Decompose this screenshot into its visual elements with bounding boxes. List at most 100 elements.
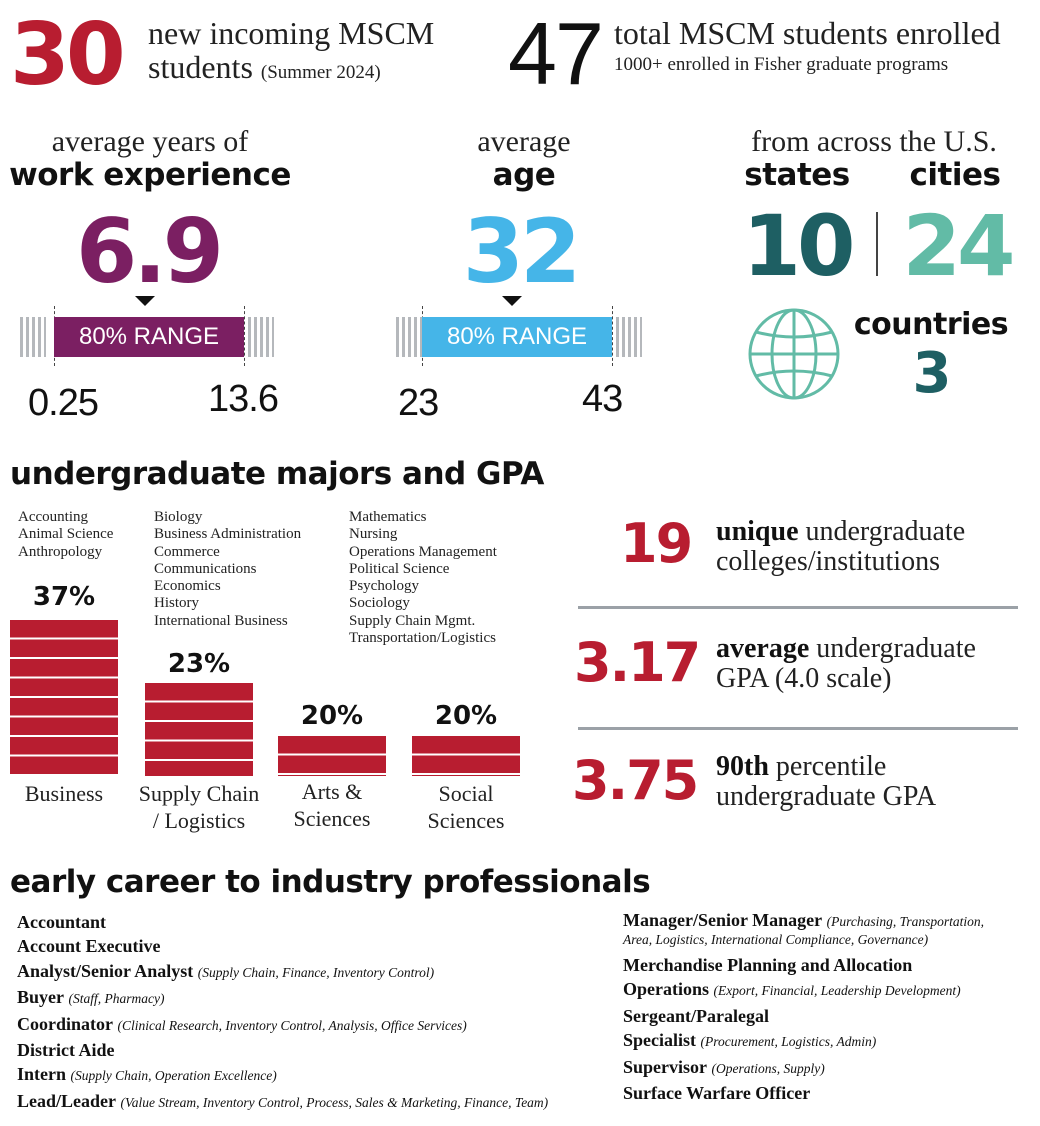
- experience-hatch-right: [248, 317, 274, 357]
- career-title: Surface Warfare Officer: [623, 1083, 811, 1104]
- major-item: Psychology: [349, 578, 420, 595]
- career-item: Sergeant/Paralegal: [623, 1004, 984, 1028]
- major-item: Transportation/Logistics: [349, 630, 496, 647]
- p90-gpa-text: 90th percentile undergraduate GPA: [716, 751, 937, 812]
- career-title: Intern: [17, 1064, 66, 1085]
- major-item: Anthropology: [18, 543, 103, 560]
- bar-supply-chain-label: Supply Chain / Logistics: [138, 781, 260, 833]
- majors-col1: Accounting Animal Science Anthropology: [18, 509, 113, 561]
- experience-low: 0.25: [28, 382, 99, 424]
- geo-head: from across the U.S.: [751, 125, 997, 158]
- gpa-divider-2: [578, 727, 1018, 730]
- major-item: Commerce: [154, 543, 220, 560]
- career-title: Sergeant/Paralegal: [623, 1005, 769, 1026]
- bar-arts-pct: 20%: [300, 701, 364, 731]
- cities-label: cities: [909, 157, 1001, 193]
- bar-social-label: Social Sciences: [427, 781, 505, 833]
- careers-title: early career to industry professionals: [10, 864, 651, 900]
- career-title: Buyer: [17, 987, 64, 1008]
- experience-marker: [135, 296, 155, 306]
- major-item: Communications: [154, 560, 257, 577]
- p90-gpa: 3.75: [572, 749, 699, 812]
- experience-value: 6.9: [76, 200, 224, 303]
- age-value: 32: [462, 200, 581, 303]
- career-title: Account Executive: [17, 936, 161, 957]
- bar-supply-chain: [145, 683, 253, 776]
- experience-range-label: 80% RANGE: [78, 323, 220, 350]
- age-range-bar: 80% RANGE: [422, 317, 612, 357]
- countries-count: 3: [912, 341, 952, 406]
- career-item: Operations (Export, Financial, Leadershi…: [623, 977, 984, 1003]
- incoming-line2: students (Summer 2024): [148, 49, 381, 85]
- career-item: District Aide: [17, 1038, 548, 1062]
- age-block: average age: [374, 125, 674, 193]
- bar-arts: [278, 736, 386, 776]
- avg-gpa: 3.17: [574, 631, 701, 694]
- bar-business: [10, 620, 118, 776]
- career-title: Accountant: [17, 912, 106, 932]
- experience-high-tick: [244, 306, 245, 366]
- experience-range-bar: 80% RANGE: [54, 317, 244, 357]
- major-item: Supply Chain Mgmt.: [349, 612, 476, 629]
- major-item: Mathematics: [349, 509, 427, 525]
- experience-high: 13.6: [208, 378, 279, 420]
- career-title: Lead/Leader: [17, 1090, 116, 1111]
- bar-supply-chain-pct: 23%: [167, 649, 231, 679]
- career-title: Supervisor: [623, 1056, 708, 1077]
- career-detail: (Clinical Research, Inventory Control, A…: [117, 1017, 467, 1033]
- career-title: Analyst/Senior Analyst: [17, 960, 194, 981]
- bar-social: [412, 736, 520, 776]
- total-line1: total MSCM students enrolled: [614, 15, 1001, 51]
- major-item: International Business: [154, 612, 288, 629]
- career-item: Coordinator (Clinical Research, Inventor…: [17, 1012, 548, 1038]
- age-marker: [502, 296, 522, 306]
- age-hatch-right: [616, 317, 642, 357]
- incoming-text: new incoming MSCM students (Summer 2024): [148, 16, 434, 90]
- bar-business-pct: 37%: [32, 582, 96, 612]
- incoming-count: 30: [10, 5, 126, 105]
- age-hatch-left: [396, 317, 422, 357]
- geo-divider: [876, 212, 878, 276]
- avg-gpa-text: average undergraduate GPA (4.0 scale): [716, 633, 976, 694]
- major-item: Sociology: [349, 595, 410, 612]
- career-title: District Aide: [17, 1040, 115, 1061]
- countries-label: countries: [853, 307, 1009, 342]
- career-title: Specialist: [623, 1030, 697, 1051]
- age-head1: average: [477, 125, 571, 158]
- major-item: Accounting: [18, 509, 88, 525]
- gpa-divider-1: [578, 606, 1018, 609]
- experience-head2: work experience: [9, 157, 291, 193]
- careers-left-list: Accountant Account Executive Analyst/Senio…: [17, 910, 548, 1115]
- states-label: states: [744, 157, 850, 193]
- career-item: Surface Warfare Officer: [623, 1081, 984, 1105]
- bar-arts-label: Arts & Sciences: [293, 779, 371, 831]
- career-item: Buyer (Staff, Pharmacy): [17, 985, 548, 1011]
- states-count: 10: [742, 197, 856, 295]
- bar-social-pct: 20%: [434, 701, 498, 731]
- total-count: 47: [508, 4, 604, 103]
- careers-right-list: Manager/Senior Manager (Purchasing, Tran…: [623, 910, 984, 1105]
- major-item: Business Administration: [154, 526, 302, 543]
- career-detail: (Procurement, Logistics, Admin): [700, 1034, 877, 1050]
- career-item: Analyst/Senior Analyst (Supply Chain, Fi…: [17, 959, 548, 985]
- unique-text: unique undergraduate colleges/institutio…: [716, 516, 966, 577]
- career-item: Supervisor (Operations, Supply): [623, 1055, 984, 1081]
- major-item: Biology: [154, 509, 203, 525]
- age-high: 43: [582, 378, 623, 420]
- total-line2: 1000+ enrolled in Fisher graduate progra…: [614, 54, 949, 75]
- majors-col3: Mathematics Nursing Operations Management P…: [349, 509, 497, 647]
- major-item: Animal Science: [18, 526, 114, 543]
- career-detail: (Export, Financial, Leadership Developme…: [713, 983, 961, 999]
- total-text: total MSCM students enrolled 1000+ enrol…: [614, 16, 1001, 76]
- major-item: Nursing: [349, 526, 398, 543]
- career-item: Account Executive: [17, 934, 548, 958]
- majors-col2: Biology Business Administration Commerce Co…: [154, 509, 301, 630]
- age-high-tick: [612, 306, 613, 366]
- career-detail: (Supply Chain, Finance, Inventory Contro…: [197, 964, 435, 980]
- age-low: 23: [398, 382, 439, 424]
- unique-count: 19: [620, 512, 693, 575]
- cities-count: 24: [902, 197, 1016, 295]
- career-detail: (Staff, Pharmacy): [68, 991, 165, 1007]
- career-item: Lead/Leader (Value Stream, Inventory Con…: [17, 1089, 548, 1115]
- globe-icon: [748, 308, 840, 400]
